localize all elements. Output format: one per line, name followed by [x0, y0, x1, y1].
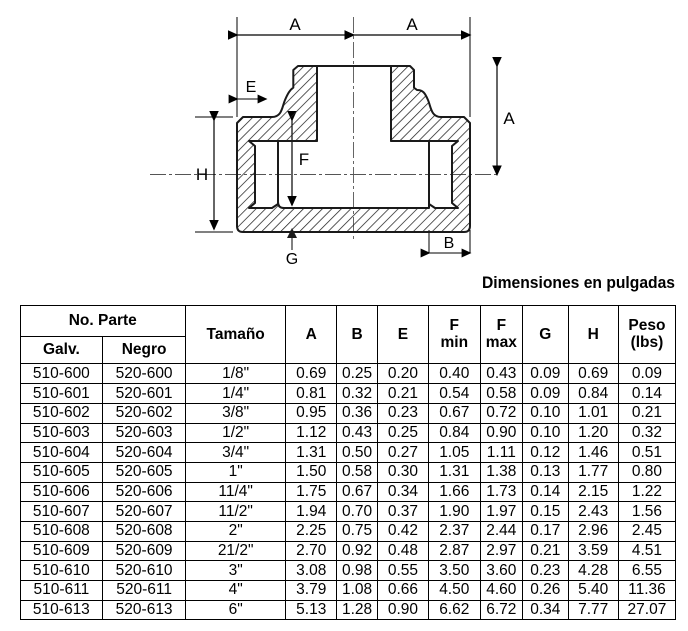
- svg-text:G: G: [286, 251, 298, 268]
- svg-text:H: H: [196, 165, 208, 184]
- svg-text:E: E: [246, 79, 257, 96]
- svg-text:A: A: [289, 15, 301, 34]
- svg-text:F: F: [299, 150, 309, 169]
- svg-text:Dimensiones en pulgadas: Dimensiones en pulgadas: [482, 274, 675, 292]
- svg-text:B: B: [444, 235, 455, 252]
- svg-text:A: A: [406, 15, 418, 34]
- svg-text:A: A: [503, 109, 515, 128]
